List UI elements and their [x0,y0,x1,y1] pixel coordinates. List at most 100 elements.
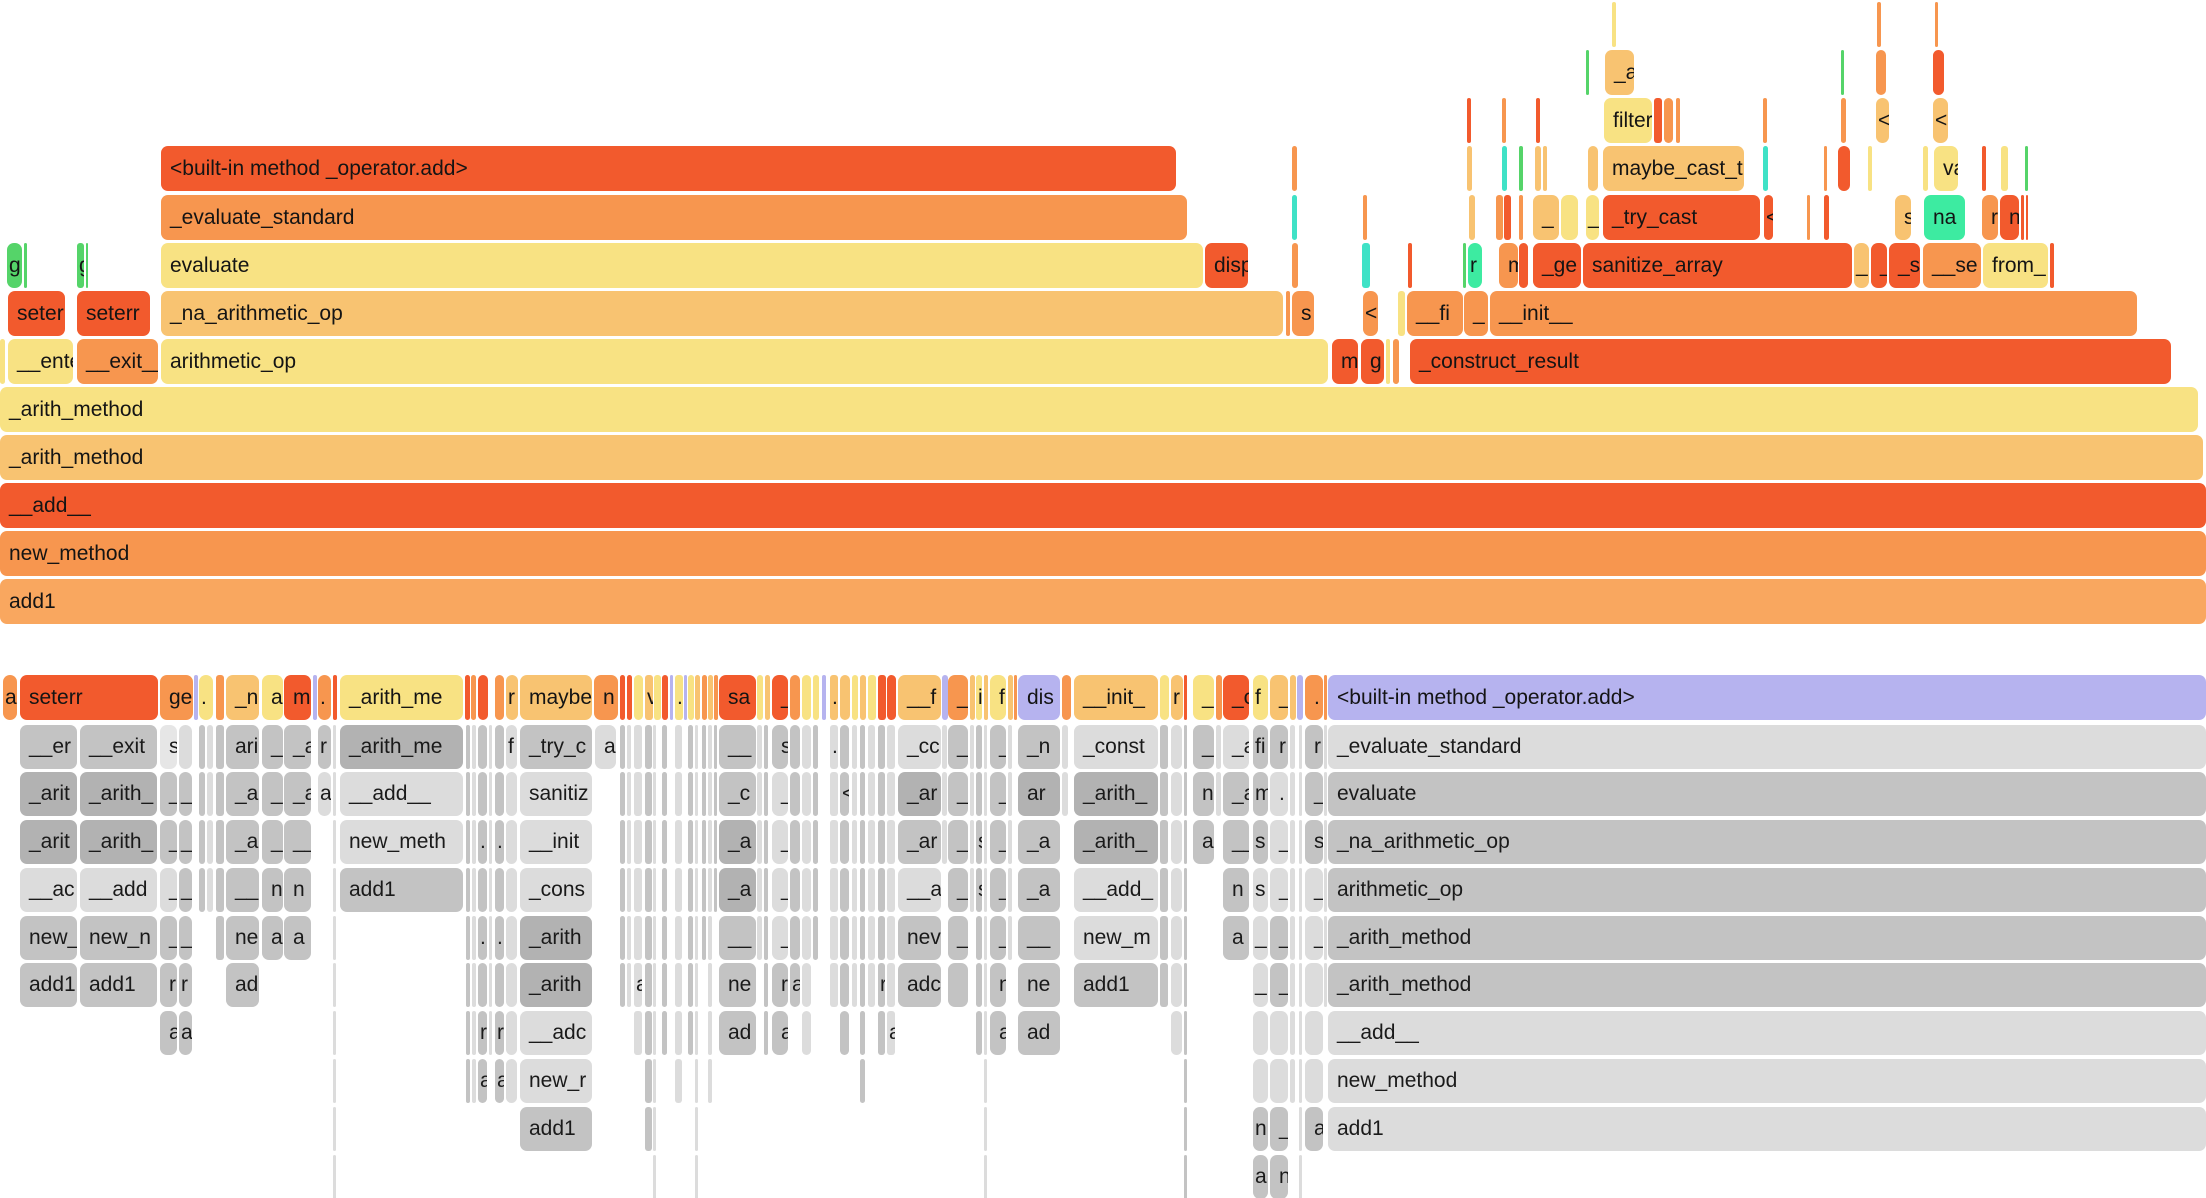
frame-cell-frame[interactable] [764,1011,768,1055]
frame-cell-frame[interactable] [1299,725,1302,769]
flame-bar-frame[interactable] [1408,243,1412,288]
flame-bar-frame[interactable] [1393,339,1399,384]
flame-bar-frame[interactable]: < [1764,195,1773,240]
flame-bar-filter[interactable]: filter [1604,98,1652,143]
frame-cell-frame[interactable] [1184,1011,1187,1055]
frame-cell-frame[interactable] [1171,772,1182,816]
frame-cell-new-n[interactable]: new_n [80,916,157,960]
frame-cell-frame[interactable] [620,820,625,864]
frame-cell-frame[interactable] [1324,772,1327,816]
flame-bar-frame[interactable] [1763,146,1768,191]
flame-bar-frame[interactable] [2025,146,2028,191]
frame-cell-frame[interactable] [1062,772,1068,816]
frame-header-frame[interactable]: _ [772,675,788,720]
frame-cell-frame[interactable] [466,1011,470,1055]
frame-header-frame[interactable] [702,675,707,720]
frame-cell-r[interactable]: r [179,963,192,1007]
frame-cell-frame[interactable] [333,916,336,960]
frame-header-frame[interactable] [495,675,504,720]
frame-cell-frame[interactable] [478,772,487,816]
flame-bar-frame[interactable] [2050,243,2054,288]
frame-cell-frame[interactable]: _ [160,868,177,912]
frame-cell-frame[interactable] [489,868,492,912]
frame-cell-frame[interactable] [675,868,682,912]
frame-cell-frame[interactable] [860,1059,865,1103]
frame-cell-frame[interactable] [702,820,706,864]
flame-bar-m[interactable]: m [1499,243,1518,288]
frame-header-frame[interactable] [813,675,819,720]
frame-cell-frame[interactable]: _ [179,820,192,864]
flame-bar-frame[interactable] [1923,146,1928,191]
frame-cell-frame[interactable] [852,820,857,864]
frame-cell-a[interactable]: _a [719,868,756,912]
frame-cell-frame[interactable] [472,916,476,960]
flame-bar-frame[interactable] [1292,243,1298,288]
frame-cell-frame[interactable] [702,916,706,960]
frame-header-frame[interactable]: . [1305,675,1323,720]
frame-cell-frame[interactable] [878,772,885,816]
frame-cell-frame[interactable]: _ [1270,1107,1288,1151]
flame-bar-frame[interactable] [1933,50,1944,95]
frame-header-frame[interactable] [662,675,668,720]
frame-cell-frame[interactable]: . [495,916,504,960]
frame-cell-frame[interactable] [466,868,470,912]
frame-cell-frame[interactable] [708,963,712,1007]
frame-cell-arith[interactable]: _arith_ [80,820,157,864]
frame-cell-frame[interactable] [948,963,968,1007]
frame-cell-frame[interactable] [1160,916,1168,960]
frame-cell-a[interactable]: __a [898,868,941,912]
flame-bar-frame[interactable]: < [1363,291,1378,336]
flame-bar-frame[interactable] [2021,195,2024,240]
flame-bar-s[interactable]: s [1292,291,1314,336]
frame-cell-frame[interactable] [757,772,762,816]
frame-cell-frame[interactable] [1008,725,1012,769]
frame-cell-frame[interactable] [207,868,213,912]
frame-cell-frame[interactable] [1299,963,1302,1007]
frame-cell-frame[interactable] [466,916,470,960]
flame-bar-frame[interactable] [1463,243,1466,288]
frame-cell-frame[interactable] [708,1059,712,1103]
frame-cell-ad[interactable]: ad [1018,1011,1060,1055]
frame-cell-frame[interactable] [1171,1011,1182,1055]
frame-cell-s[interactable]: s [1253,868,1268,912]
flame-bar-add[interactable]: __add__ [0,483,2206,528]
frame-cell-frame[interactable] [662,916,667,960]
frame-cell-frame[interactable] [1299,916,1302,960]
frame-header-built-in-method-operator-add[interactable]: <built-in method _operator.add> [1328,675,2206,720]
frame-cell-frame[interactable] [489,772,492,816]
frame-cell-frame[interactable] [813,820,818,864]
frame-cell-frame[interactable]: _ [179,916,192,960]
frame-cell-add1[interactable]: add1 [520,1107,592,1151]
frame-cell-er[interactable]: __er [20,725,77,769]
frame-cell-frame[interactable] [688,1011,693,1055]
frame-cell-frame[interactable]: _ [1305,916,1323,960]
frame-cell-frame[interactable] [466,1059,470,1103]
frame-cell-frame[interactable] [1171,820,1182,864]
flame-bar-frame[interactable] [1664,98,1673,143]
frame-cell-frame[interactable] [708,772,712,816]
frame-cell-frame[interactable] [1216,725,1221,769]
frame-cell-r[interactable]: r [318,725,331,769]
frame-cell-frame[interactable] [714,820,717,864]
frame-cell-frame[interactable] [216,772,224,816]
flame-bar-frame[interactable] [1363,195,1367,240]
frame-cell-frame[interactable] [764,963,768,1007]
frame-cell-frame[interactable] [1184,1059,1187,1103]
frame-cell-s[interactable]: s [976,868,982,912]
frame-cell-r[interactable]: r [478,1011,487,1055]
frame-cell-frame[interactable] [634,725,642,769]
frame-header-sa[interactable]: sa [719,675,756,720]
frame-cell-frame[interactable] [695,1059,698,1103]
frame-cell-c[interactable]: _c [719,772,756,816]
frame-header-frame[interactable] [984,675,988,720]
frame-cell-frame[interactable] [1305,1059,1323,1103]
frame-cell-frame[interactable] [1008,772,1012,816]
frame-cell-frame[interactable] [1290,820,1295,864]
frame-cell-frame[interactable] [860,868,865,912]
frame-cell-frame[interactable] [662,1011,667,1055]
frame-header-frame[interactable] [695,675,700,720]
frame-cell-frame[interactable] [1290,1059,1295,1103]
flame-bar-evaluate[interactable]: evaluate [161,243,1203,288]
frame-header-frame[interactable] [1297,675,1303,720]
frame-cell-frame[interactable] [695,725,698,769]
